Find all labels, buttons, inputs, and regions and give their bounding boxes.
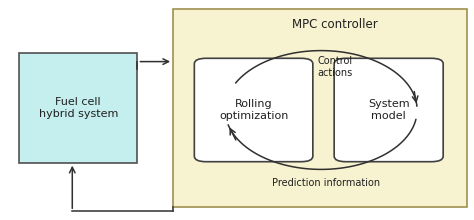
FancyBboxPatch shape [173, 9, 467, 207]
Text: Prediction information: Prediction information [272, 178, 380, 188]
FancyBboxPatch shape [194, 58, 313, 162]
Text: Control
actions: Control actions [318, 57, 353, 78]
FancyBboxPatch shape [19, 53, 137, 163]
Text: System
model: System model [368, 99, 410, 121]
Text: Fuel cell
hybrid system: Fuel cell hybrid system [38, 97, 118, 119]
Text: Rolling
optimization: Rolling optimization [219, 99, 288, 121]
FancyBboxPatch shape [334, 58, 443, 162]
Text: MPC controller: MPC controller [292, 18, 377, 31]
